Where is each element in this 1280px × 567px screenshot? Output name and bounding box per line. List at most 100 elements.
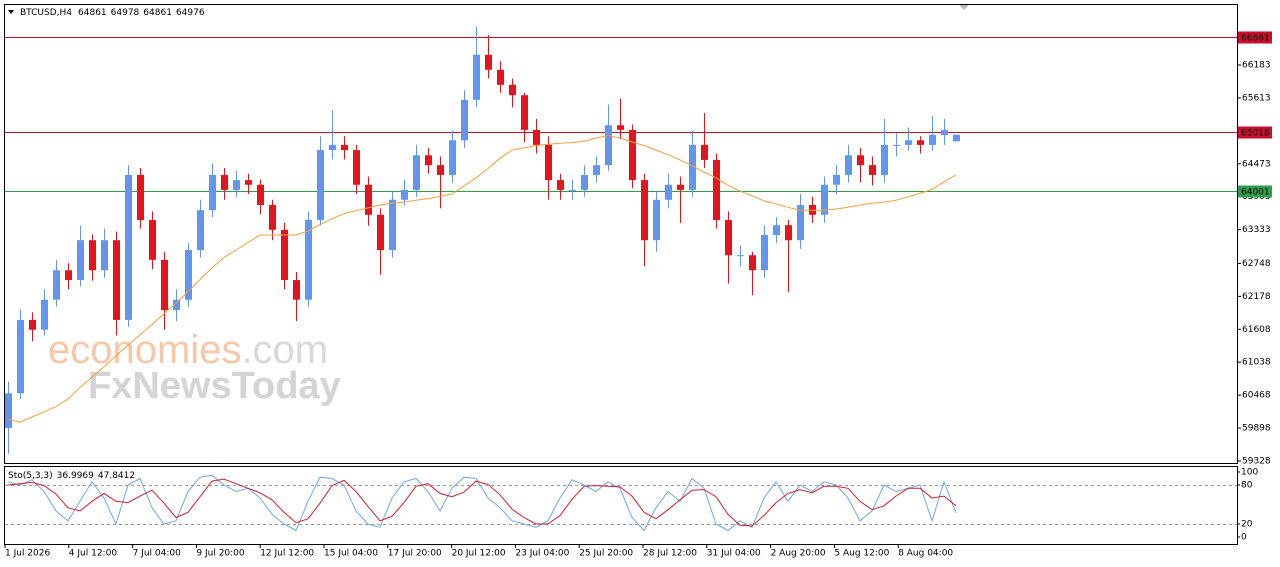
candle-body xyxy=(461,99,468,141)
y-tick-label: 62748 xyxy=(1242,259,1271,269)
candle-body xyxy=(245,180,252,185)
y-tick-label: 60468 xyxy=(1242,391,1271,401)
candle-body xyxy=(305,219,312,300)
candle-body xyxy=(269,204,276,230)
candle-body xyxy=(665,184,672,200)
candle-body xyxy=(833,174,840,185)
candle-body xyxy=(233,180,240,190)
x-tick-label: 9 Jul 20:00 xyxy=(196,549,245,559)
candle-body xyxy=(941,129,948,136)
candle-body xyxy=(953,134,960,142)
candle-body xyxy=(641,180,648,241)
candle-body xyxy=(317,150,324,220)
price-level-label: 64001 xyxy=(1241,188,1270,198)
candle-body xyxy=(605,125,612,166)
candle-body xyxy=(449,140,456,175)
y-tick-label: 62178 xyxy=(1242,292,1271,302)
candle-body xyxy=(425,155,432,166)
candle-body xyxy=(65,270,72,281)
watermark: economies.com xyxy=(48,328,328,372)
candle-body xyxy=(473,54,480,100)
candle-body xyxy=(821,184,828,215)
candle-body xyxy=(557,180,564,190)
candle-body xyxy=(713,159,720,220)
price-level-label: 66661 xyxy=(1241,34,1270,44)
candle-body xyxy=(869,165,876,175)
candle-body xyxy=(29,319,36,330)
y-tick-label: 66183 xyxy=(1242,60,1271,70)
menu-arrow[interactable] xyxy=(8,10,14,14)
candle-body xyxy=(917,140,924,145)
candle-body xyxy=(749,255,756,271)
candle-body xyxy=(521,95,528,130)
candle-body xyxy=(125,174,132,320)
candle-body xyxy=(737,255,744,257)
candle-body xyxy=(293,280,300,300)
x-tick-label: 15 Jul 04:00 xyxy=(324,549,378,559)
candle-body xyxy=(413,155,420,190)
stoch-tick-label: 20 xyxy=(1241,520,1253,530)
shift-marker xyxy=(959,5,969,10)
candle-body xyxy=(581,174,588,190)
price-level-label: 65018 xyxy=(1241,129,1270,139)
candle-body xyxy=(149,219,156,260)
price-level-tag xyxy=(1238,185,1272,198)
main-frame xyxy=(4,4,1238,464)
candle-body xyxy=(221,174,228,190)
x-tick-label: 28 Jul 12:00 xyxy=(643,549,697,559)
candle-body xyxy=(209,174,216,211)
candle-body xyxy=(377,214,384,251)
candle-body xyxy=(701,144,708,160)
candle-body xyxy=(485,54,492,70)
stoch-line xyxy=(7,474,957,532)
x-tick-label: 8 Aug 04:00 xyxy=(898,549,953,559)
x-tick-label: 25 Jul 20:00 xyxy=(579,549,633,559)
candle-body xyxy=(785,225,792,241)
x-tick-label: 17 Jul 20:00 xyxy=(388,549,442,559)
x-tick-label: 20 Jul 12:00 xyxy=(452,549,506,559)
candle-body xyxy=(161,259,168,311)
candle-body xyxy=(173,299,180,311)
price-level-tag xyxy=(1238,126,1272,139)
candle-body xyxy=(401,189,408,200)
candle-body xyxy=(89,240,96,271)
x-tick-label: 12 Jul 12:00 xyxy=(260,549,314,559)
candle-body xyxy=(677,184,684,190)
chart-header: BTCUSD,H4 64861 64978 64861 64976 xyxy=(20,8,205,18)
candle-body xyxy=(761,235,768,271)
candle-body xyxy=(857,155,864,166)
candle-body xyxy=(845,155,852,175)
candle-body xyxy=(77,240,84,281)
candle-body xyxy=(5,393,12,428)
candle-body xyxy=(257,184,264,205)
candle-body xyxy=(773,225,780,236)
candle-body xyxy=(545,144,552,181)
stoch-tick-label: 80 xyxy=(1241,481,1253,491)
candle-body xyxy=(593,165,600,175)
candle-body xyxy=(341,144,348,151)
y-tick-label: 65613 xyxy=(1242,93,1271,103)
candle-body xyxy=(197,210,204,251)
x-tick-label: 31 Jul 04:00 xyxy=(707,549,761,559)
stoch-tick-label: 100 xyxy=(1241,468,1258,478)
candle-body xyxy=(881,144,888,175)
candle-body xyxy=(725,219,732,256)
candle-body xyxy=(797,204,804,241)
x-tick-label: 23 Jul 04:00 xyxy=(515,549,569,559)
x-tick-label: 4 Jul 12:00 xyxy=(69,549,118,559)
candle-body xyxy=(329,144,336,151)
stochastic-frame xyxy=(4,466,1238,545)
candle-body xyxy=(281,229,288,281)
x-tick-label: 7 Jul 04:00 xyxy=(133,549,182,559)
y-tick-label: 63333 xyxy=(1242,225,1271,235)
candle-body xyxy=(689,144,696,190)
moving-average xyxy=(7,135,957,423)
x-tick-label: 1 Jul 2026 xyxy=(5,549,50,559)
candle-body xyxy=(905,140,912,145)
candle-body xyxy=(353,150,360,185)
candle-body xyxy=(509,84,516,96)
candle-body xyxy=(113,240,120,320)
candle-body xyxy=(629,129,636,181)
